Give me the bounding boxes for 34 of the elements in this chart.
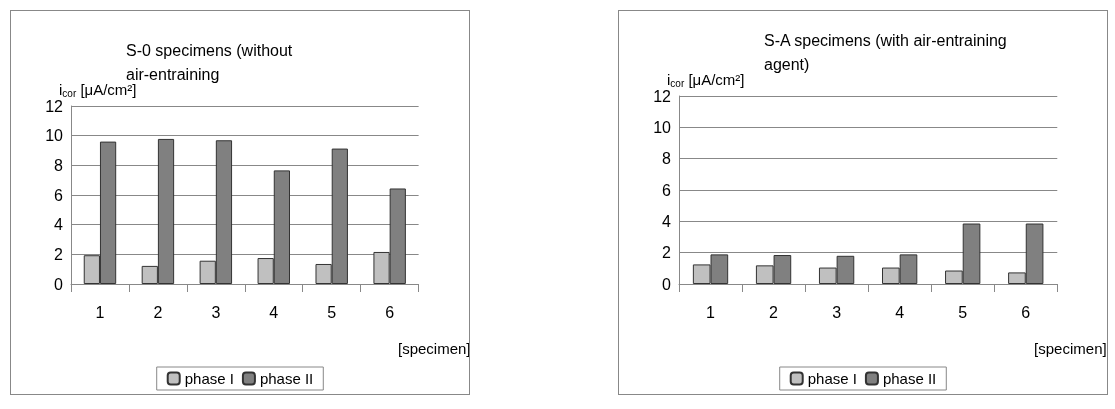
y-tick-label: 10 [653,118,672,136]
x-tick-label: 3 [211,303,221,321]
x-tick-label: 1 [706,303,716,321]
legend-label: phase II [259,370,314,387]
x-tick-label: 2 [153,303,163,321]
x-axis-title: [specimen] [1034,339,1107,357]
y-tick-label: 12 [653,87,672,105]
legend-label: phase I [807,370,857,387]
x-tick-label: 6 [1021,303,1031,321]
y-tick-label: 2 [54,245,64,263]
x-tick-label: 5 [958,303,968,321]
chart-title: S-0 specimens (without air-entraining [126,41,297,83]
chart-title: S-A specimens (with air-entraining agent) [764,31,1012,73]
x-tick-label: 6 [385,303,395,321]
legend-label: phase I [184,370,234,387]
y-tick-label: 4 [662,212,672,230]
x-tick-label: 1 [95,303,105,321]
y-tick-label: 8 [662,150,672,168]
y-tick-label: 0 [662,275,672,293]
y-tick-label: 6 [54,186,64,204]
y-tick-label: 12 [45,97,64,115]
y-tick-label: 0 [54,275,64,293]
legend-label: phase II [882,370,937,387]
y-tick-label: 2 [662,244,672,262]
y-tick-label: 6 [662,181,672,199]
y-tick-label: 8 [54,156,64,174]
y-tick-label: 4 [54,216,64,234]
y-tick-label: 10 [45,127,64,145]
x-tick-label: 3 [832,303,842,321]
x-tick-label: 4 [269,303,279,321]
x-axis-title: [specimen] [398,339,471,357]
x-tick-label: 2 [769,303,779,321]
x-tick-label: 4 [895,303,905,321]
x-tick-label: 5 [327,303,337,321]
